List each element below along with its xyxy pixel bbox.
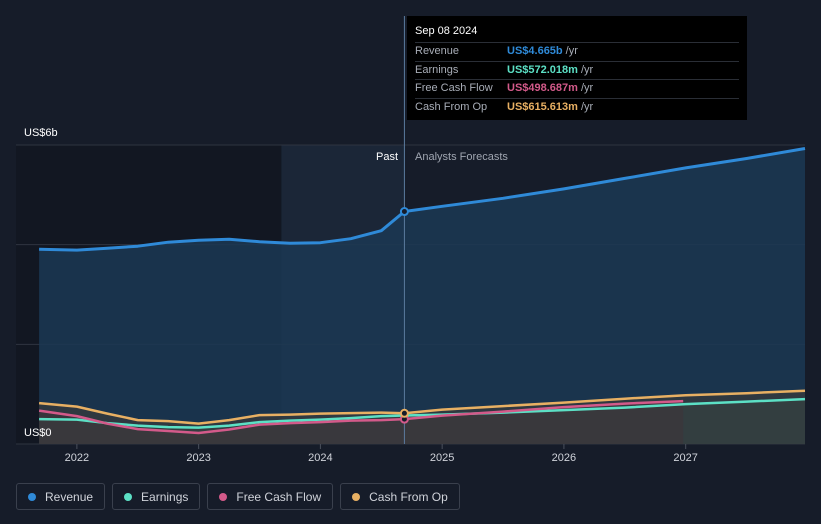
legend-item-revenue[interactable]: Revenue <box>16 483 106 510</box>
tooltip-unit: /yr <box>565 45 578 57</box>
legend-item-free-cash-flow[interactable]: Free Cash Flow <box>207 483 334 510</box>
x-tick-label: 2023 <box>186 452 210 464</box>
cash-from-op-line <box>38 389 806 425</box>
tooltip-row-revenue: Revenue US$4.665b /yr <box>415 42 739 61</box>
tooltip-value: US$615.613m <box>507 100 578 113</box>
tooltip-row-earnings: Earnings US$572.018m /yr <box>415 60 739 80</box>
tooltip-row-cash-from-op: Cash From Op US$615.613m /yr <box>415 97 739 117</box>
tooltip: Sep 08 2024 Revenue US$4.665b /yr Earnin… <box>407 16 747 120</box>
x-tick-label: 2027 <box>673 452 697 464</box>
legend-label: Cash From Op <box>369 489 448 504</box>
tooltip-unit: /yr <box>580 82 594 94</box>
legend-item-earnings[interactable]: Earnings <box>112 483 201 510</box>
tooltip-label: Revenue <box>415 45 460 57</box>
x-tick-label: 2025 <box>430 452 454 464</box>
revenue-line <box>39 147 806 252</box>
legend-dot-icon <box>352 492 361 501</box>
y-axis-label-top: US$6b <box>24 127 58 139</box>
x-tick-label: 2026 <box>552 452 576 464</box>
tooltip-value: US$4.665b <box>507 45 563 57</box>
revenue-marker <box>399 207 409 217</box>
tooltip-unit: /yr <box>580 63 594 76</box>
cash-from-op-marker <box>399 408 409 418</box>
tooltip-label: Earnings <box>415 63 459 76</box>
legend-dot-icon <box>219 492 228 501</box>
revenue-area <box>39 148 806 444</box>
x-tick-label: 2024 <box>308 452 332 464</box>
legend-dot-icon <box>124 492 133 501</box>
legend-label: Free Cash Flow <box>236 489 322 504</box>
legend-item-cash-from-op[interactable]: Cash From Op <box>340 483 460 510</box>
legend-label: Revenue <box>45 489 94 504</box>
tooltip-unit: /yr <box>580 100 594 113</box>
y-axis-label-bottom: US$0 <box>24 427 52 439</box>
tooltip-value: US$498.687m <box>507 82 578 94</box>
tooltip-label: Cash From Op <box>415 100 488 113</box>
forecast-label: Analysts Forecasts <box>415 151 508 163</box>
tooltip-row-free-cash-flow: Free Cash Flow US$498.687m /yr <box>415 79 739 98</box>
free-cash-flow-line <box>38 399 684 435</box>
tooltip-label: Free Cash Flow <box>415 82 493 94</box>
x-tick-label: 2022 <box>65 452 89 464</box>
legend-dot-icon <box>28 492 36 501</box>
legend: Revenue Earnings Free Cash Flow Cash Fro… <box>16 483 460 510</box>
earnings-line <box>39 397 806 429</box>
tooltip-date: Sep 08 2024 <box>415 25 478 37</box>
legend-label: Earnings <box>141 489 189 504</box>
tooltip-value: US$572.018m <box>507 63 578 76</box>
past-label: Past <box>376 151 398 163</box>
